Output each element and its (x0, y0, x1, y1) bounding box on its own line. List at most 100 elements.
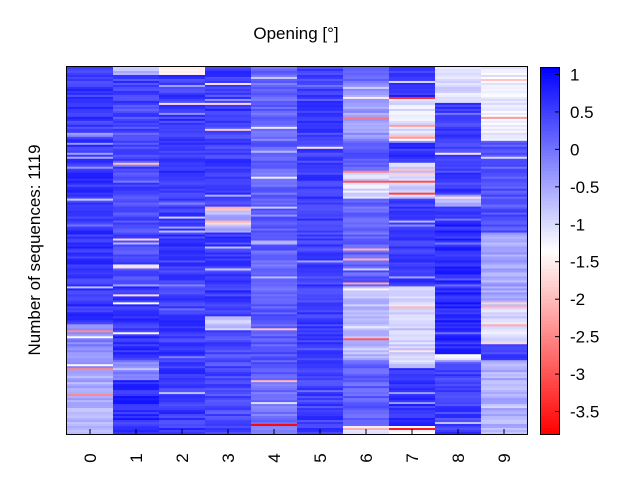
heatmap-cell (251, 154, 298, 158)
colorbar-segment (540, 302, 560, 307)
heatmap-cell (343, 328, 390, 331)
heatmap-cell (159, 156, 206, 160)
heatmap-cell (297, 324, 344, 327)
heatmap-cell (67, 204, 114, 208)
heatmap-cell (67, 276, 114, 279)
heatmap-cell (481, 226, 528, 229)
heatmap-cell (481, 378, 528, 381)
heatmap-cell (159, 148, 206, 152)
heatmap-cell (251, 348, 298, 351)
heatmap-cell (205, 386, 252, 389)
heatmap-cell (435, 364, 482, 367)
heatmap-cell (343, 342, 390, 345)
heatmap-cell (113, 372, 160, 375)
heatmap-cell (251, 250, 298, 253)
heatmap-cell (251, 328, 298, 331)
heatmap-cell (113, 324, 160, 327)
heatmap-cell (297, 308, 344, 311)
heatmap-cell (435, 74, 482, 78)
heatmap-cell (297, 146, 344, 150)
heatmap-cell (297, 276, 344, 279)
heatmap-cell (435, 274, 482, 277)
heatmap-cell (481, 364, 528, 367)
heatmap-cell (435, 226, 482, 229)
heatmap-cell (297, 186, 344, 190)
heatmap-cell (435, 304, 482, 307)
heatmap-cell (343, 326, 390, 329)
heatmap-cell (113, 70, 160, 74)
heatmap-cell (251, 294, 298, 297)
heatmap-cell (343, 67, 390, 70)
heatmap-cell (251, 424, 298, 427)
heatmap-cell (343, 120, 390, 124)
heatmap-cell (205, 252, 252, 255)
heatmap-cell (251, 350, 298, 353)
heatmap-cell (113, 276, 160, 279)
heatmap-cell (113, 364, 160, 367)
heatmap-cell (205, 202, 252, 206)
colorbar-tick-label: -1.5 (570, 253, 599, 272)
heatmap-cell (205, 312, 252, 315)
heatmap-cell (113, 394, 160, 397)
heatmap-cell (435, 150, 482, 154)
heatmap-cell (113, 402, 160, 405)
heatmap-cell (113, 136, 160, 140)
heatmap-cell (481, 264, 528, 267)
heatmap-cell (481, 168, 528, 172)
heatmap-cell (343, 68, 390, 72)
heatmap-cell (435, 322, 482, 325)
heatmap-cell (481, 274, 528, 277)
heatmap-cell (343, 70, 390, 74)
heatmap-cell (389, 100, 436, 104)
heatmap-cell (343, 230, 390, 233)
heatmap-cell (67, 156, 114, 160)
heatmap-cell (205, 174, 252, 178)
colorbar-segment (540, 125, 560, 129)
heatmap-cell (435, 324, 482, 327)
heatmap-cell (67, 260, 114, 263)
heatmap-cell (389, 67, 436, 70)
heatmap-cell (435, 90, 482, 94)
x-tick-label: 5 (311, 453, 330, 462)
heatmap-cell (389, 86, 436, 90)
heatmap-cell (113, 250, 160, 253)
heatmap-cell (389, 148, 436, 152)
heatmap-cell (67, 168, 114, 172)
heatmap-cell (205, 140, 252, 144)
heatmap-cell (251, 368, 298, 371)
heatmap-cell (481, 176, 528, 180)
heatmap-cell (343, 196, 390, 200)
heatmap-cell (343, 254, 390, 257)
heatmap-cell (343, 370, 390, 373)
heatmap-cell (113, 142, 160, 146)
heatmap-cell (67, 98, 114, 102)
heatmap-cell (67, 96, 114, 100)
heatmap-cell (205, 408, 252, 411)
heatmap-cell (159, 340, 206, 343)
heatmap-cell (205, 68, 252, 72)
heatmap-cell (159, 334, 206, 337)
heatmap-cell (159, 196, 206, 200)
heatmap-cell (343, 76, 390, 80)
heatmap-cell (67, 414, 114, 417)
heatmap-cell (343, 118, 390, 122)
heatmap-cell (389, 76, 436, 80)
heatmap-cell (113, 340, 160, 343)
heatmap-cell (297, 406, 344, 409)
heatmap-cell (251, 308, 298, 311)
heatmap-cell (343, 100, 390, 104)
heatmap-cell (159, 410, 206, 413)
heatmap-cell (297, 422, 344, 425)
heatmap-cell (389, 176, 436, 180)
heatmap-cell (113, 196, 160, 200)
heatmap-cell (67, 248, 114, 251)
heatmap-cell (67, 152, 114, 156)
heatmap-cell (67, 88, 114, 92)
heatmap-cell (159, 124, 206, 128)
heatmap-cell (297, 360, 344, 363)
heatmap-cell (435, 244, 482, 247)
colorbar-segment (540, 366, 560, 371)
heatmap-cell (481, 200, 528, 204)
heatmap-cell (251, 120, 298, 124)
heatmap-cell (435, 102, 482, 106)
